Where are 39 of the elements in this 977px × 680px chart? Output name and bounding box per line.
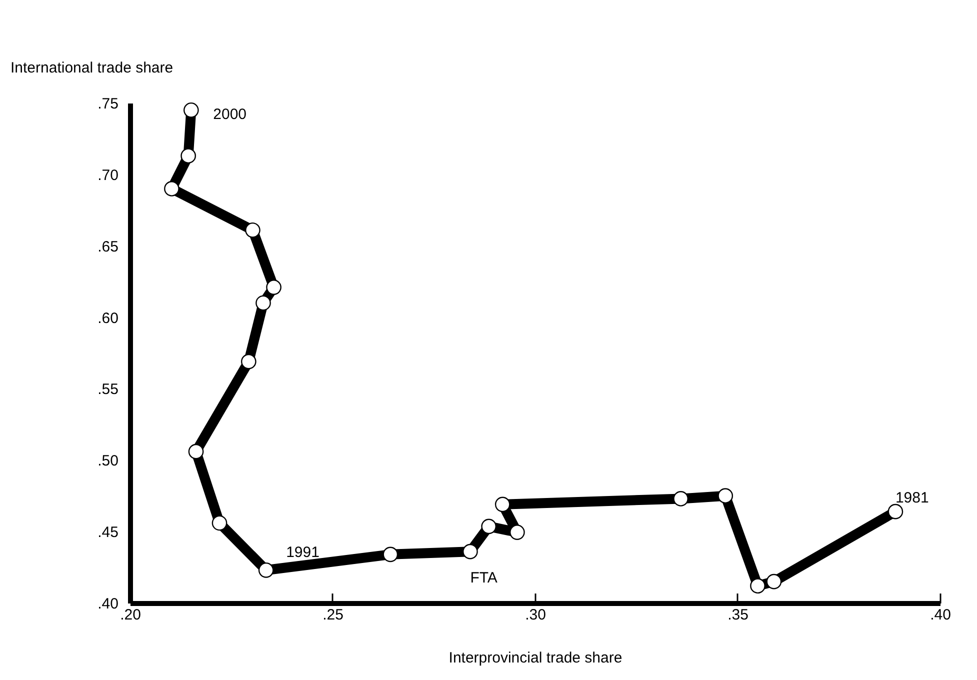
point: [766, 574, 782, 590]
y-tick-label: .55: [98, 381, 118, 398]
annotation: FTA: [470, 570, 498, 587]
point: [481, 518, 496, 534]
point: [212, 515, 228, 531]
point: [510, 524, 525, 540]
y-tick-label: .65: [98, 238, 118, 256]
point: [266, 280, 282, 295]
y-tick-label: .45: [98, 524, 118, 542]
y-tick-label: .50: [98, 452, 118, 470]
x-tick-label: .20: [120, 606, 141, 624]
y-tick-label: .60: [98, 310, 118, 327]
point: [180, 148, 196, 164]
y-tick-label: .70: [98, 166, 118, 184]
point: [382, 546, 398, 562]
x-tick-label: .40: [930, 606, 951, 624]
annotation: 2000: [213, 106, 247, 124]
point: [673, 491, 688, 506]
point: [256, 295, 271, 311]
point: [258, 562, 274, 578]
point: [888, 504, 904, 520]
y-axis-title: International trade share: [10, 60, 174, 76]
point: [240, 354, 256, 370]
x-tick-label: .30: [525, 606, 546, 624]
point: [750, 578, 766, 594]
annotation: 1991: [286, 544, 320, 562]
point: [183, 102, 199, 118]
point: [188, 444, 204, 460]
x-tick-label: .35: [728, 606, 748, 624]
point: [494, 496, 510, 512]
point: [245, 222, 260, 238]
y-tick-label: .40: [98, 596, 118, 612]
point: [164, 181, 180, 196]
point: [462, 544, 478, 560]
annotation: 1981: [895, 490, 929, 507]
point: [718, 488, 734, 504]
x-tick-label: .25: [322, 606, 344, 624]
x-axis-title: Interprovincial trade share: [448, 650, 622, 666]
y-tick-label: .75: [98, 96, 118, 112]
